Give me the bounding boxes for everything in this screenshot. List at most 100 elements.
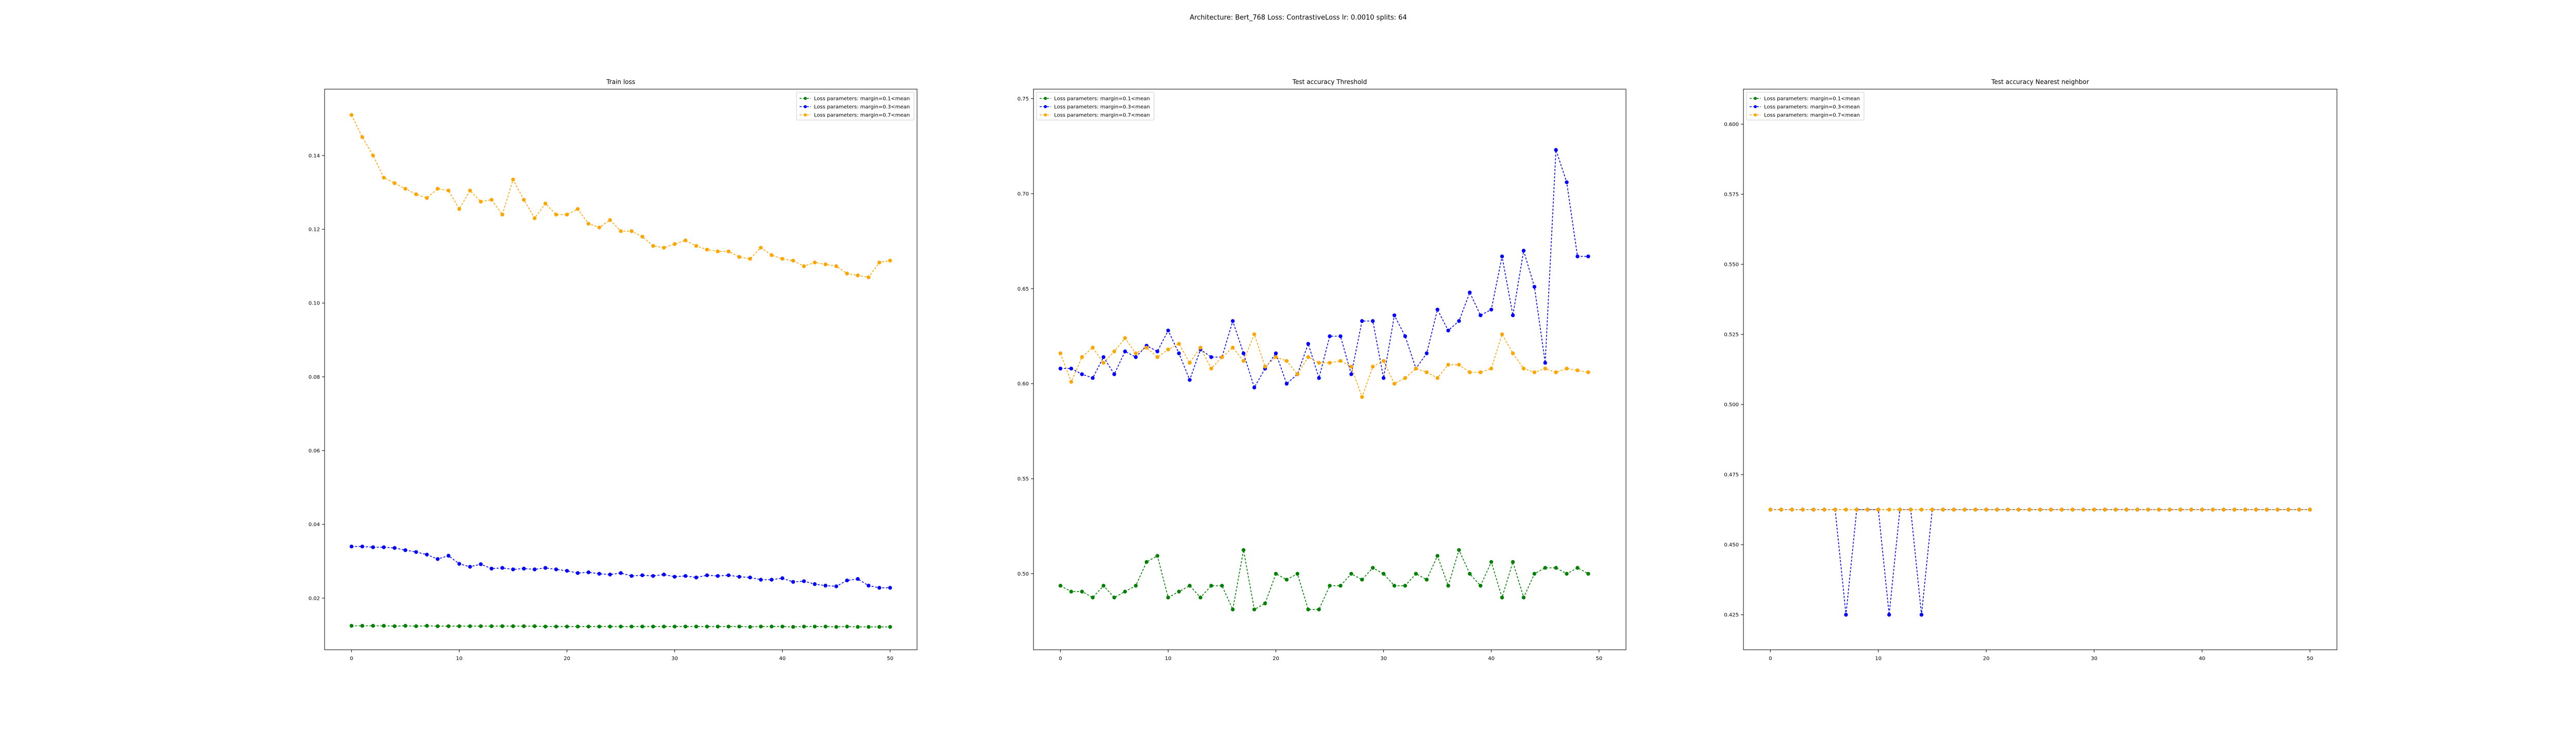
x-tick-label: 20	[564, 656, 570, 662]
data-point-blue	[446, 553, 451, 558]
data-point-orange	[554, 212, 558, 217]
data-point-orange	[1133, 351, 1138, 356]
data-point-green	[1306, 608, 1310, 612]
data-point-blue	[770, 578, 774, 582]
data-point-orange	[2297, 508, 2301, 512]
data-point-green	[791, 625, 795, 629]
data-point-orange	[500, 212, 504, 217]
y-tick-label: 0.10	[309, 301, 320, 307]
data-point-orange	[479, 199, 483, 204]
data-point-blue	[543, 566, 548, 570]
data-point-orange	[1231, 345, 1235, 350]
data-point-orange	[2071, 508, 2075, 512]
data-point-orange	[1198, 345, 1202, 350]
data-point-green	[748, 625, 752, 629]
data-point-orange	[1984, 508, 1989, 512]
data-point-green	[1370, 566, 1375, 570]
data-point-green	[802, 625, 806, 629]
data-point-green	[662, 625, 666, 629]
data-point-orange	[2135, 508, 2140, 512]
data-point-green	[726, 625, 731, 629]
data-point-orange	[1575, 368, 1580, 373]
data-point-blue	[619, 571, 623, 575]
data-point-green	[586, 625, 591, 629]
data-point-green	[457, 624, 462, 628]
data-point-blue	[500, 566, 504, 570]
data-point-green	[1435, 554, 1439, 558]
data-point-green	[543, 625, 548, 629]
data-point-green	[382, 623, 386, 628]
y-tick-label: 0.525	[1724, 332, 1739, 338]
data-point-orange	[1370, 364, 1375, 369]
data-point-green	[1231, 608, 1235, 612]
data-point-orange	[694, 244, 699, 248]
chart-title: Test accuracy Threshold	[1292, 78, 1367, 86]
data-point-blue	[1112, 372, 1116, 376]
data-point-blue	[877, 586, 882, 590]
data-point-green	[1575, 566, 1580, 570]
data-point-orange	[888, 259, 892, 263]
x-tick-label: 10	[1165, 656, 1172, 662]
data-point-orange	[2060, 508, 2064, 512]
data-point-blue	[640, 573, 645, 578]
y-tick-label: 0.75	[1018, 96, 1029, 102]
data-point-blue	[1489, 308, 1494, 312]
data-point-blue	[382, 545, 386, 549]
data-point-orange	[683, 238, 688, 243]
data-point-orange	[543, 201, 548, 206]
legend-marker-blue	[1044, 105, 1047, 108]
data-point-blue	[565, 569, 569, 573]
data-point-green	[716, 625, 720, 629]
data-point-orange	[1833, 508, 1837, 512]
data-point-blue	[1500, 254, 1504, 259]
data-point-orange	[435, 187, 440, 191]
data-point-green	[1091, 595, 1095, 600]
series-line-blue	[1770, 509, 2310, 615]
data-point-blue	[737, 575, 741, 579]
data-point-blue	[435, 557, 440, 561]
data-point-blue	[1069, 366, 1073, 370]
data-point-green	[1543, 566, 1547, 570]
data-point-orange	[1220, 355, 1224, 359]
data-point-green	[597, 625, 601, 629]
y-tick-label: 0.475	[1724, 473, 1739, 478]
legend-marker-orange	[804, 113, 807, 116]
data-point-green	[1069, 589, 1073, 594]
data-point-orange	[2211, 508, 2215, 512]
data-point-orange	[1328, 361, 1332, 365]
x-tick-label: 0	[350, 656, 353, 662]
data-point-green	[1479, 584, 1483, 588]
data-point-green	[619, 625, 623, 629]
data-point-blue	[457, 562, 462, 566]
data-point-blue	[1392, 313, 1397, 317]
data-point-orange	[533, 216, 537, 221]
data-point-orange	[575, 207, 580, 211]
data-point-green	[533, 624, 537, 628]
y-tick-label: 0.55	[1018, 477, 1029, 482]
x-tick-label: 20	[1273, 656, 1279, 662]
data-point-green	[1080, 589, 1084, 594]
data-point-orange	[565, 212, 569, 217]
data-point-green	[414, 624, 418, 628]
data-point-orange	[2232, 508, 2236, 512]
data-point-blue	[1844, 613, 1848, 617]
data-point-green	[1468, 571, 1472, 576]
legend-marker-green	[1044, 97, 1047, 100]
data-point-green	[1188, 584, 1192, 588]
data-point-green	[780, 625, 785, 629]
data-point-orange	[382, 176, 386, 180]
data-point-orange	[2027, 508, 2031, 512]
data-point-blue	[1521, 248, 1526, 253]
data-point-blue	[1919, 613, 1924, 617]
data-point-green	[360, 623, 364, 628]
data-point-green	[403, 623, 408, 628]
data-point-orange	[1252, 332, 1257, 336]
data-point-blue	[888, 586, 892, 590]
plot-area	[1743, 89, 2337, 650]
figure-suptitle: Architecture: Bert_768 Loss: Contrastive…	[1190, 14, 1406, 22]
data-point-orange	[360, 135, 364, 139]
data-point-orange	[1274, 355, 1278, 359]
y-tick-label: 0.60	[1018, 381, 1029, 387]
y-tick-label: 0.50	[1018, 571, 1029, 577]
data-point-orange	[2157, 508, 2161, 512]
